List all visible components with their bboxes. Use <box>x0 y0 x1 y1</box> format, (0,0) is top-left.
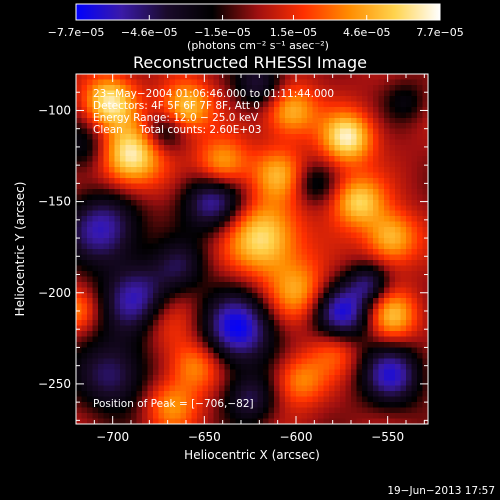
x-tick-label: −700 <box>96 430 129 444</box>
colorbar-tick-label: 1.5e−05 <box>270 26 317 39</box>
colorbar-tick-label: −4.6e−05 <box>121 26 178 39</box>
y-axis-ticks <box>76 73 428 421</box>
info-line-counts: Clean Total counts: 2.60E+03 <box>93 124 262 136</box>
x-tick-label: −600 <box>280 430 313 444</box>
date-stamp: 19−Jun−2013 17:57 <box>387 485 495 497</box>
colorbar-strip <box>75 3 441 21</box>
x-axis-tick-labels: −700 −650 −600 −550 <box>96 430 404 444</box>
chart-title: Reconstructed RHESSI Image <box>133 53 367 72</box>
info-line-time: 23−May−2004 01:06:46.000 to 01:11:44.000 <box>93 88 334 100</box>
y-tick-label: −100 <box>38 103 71 117</box>
x-axis-ticks <box>93 74 425 424</box>
y-tick-label: −250 <box>38 377 71 391</box>
x-axis-label: Heliocentric X (arcsec) <box>184 448 320 462</box>
peak-position-label: Position of Peak = [−706,−82] <box>93 398 254 410</box>
y-axis-tick-labels: −100 −150 −200 −250 <box>38 103 71 390</box>
colorbar: −7.7e−05 −4.6e−05 −1.5e−05 1.5e−05 4.6e−05 7.… <box>48 3 464 52</box>
heatmap-image <box>76 74 428 424</box>
y-tick-label: −150 <box>38 195 71 209</box>
plot-area: −700 −650 −600 −550 −100 −150 −200 −250 <box>38 73 429 444</box>
x-tick-label: −650 <box>188 430 221 444</box>
plot-frame <box>75 73 429 425</box>
info-line-energy: Energy Range: 12.0 − 25.0 keV <box>93 112 259 124</box>
observation-info: 23−May−2004 01:06:46.000 to 01:11:44.000… <box>93 88 334 136</box>
y-axis-label: Heliocentric Y (arcsec) <box>13 182 27 317</box>
x-tick-label: −550 <box>371 430 404 444</box>
colorbar-tick-label: 7.7e−05 <box>416 26 463 39</box>
colorbar-tick-label: 4.6e−05 <box>343 26 390 39</box>
colorbar-ticks <box>75 15 441 20</box>
colorbar-tick-labels: −7.7e−05 −4.6e−05 −1.5e−05 1.5e−05 4.6e−05 7.… <box>48 26 464 39</box>
colorbar-unit-label: (photons cm⁻² s⁻¹ asec⁻²) <box>187 39 329 52</box>
colorbar-tick-label: −7.7e−05 <box>48 26 105 39</box>
colorbar-tick-label: −1.5e−05 <box>194 26 251 39</box>
y-tick-label: −200 <box>38 286 71 300</box>
info-line-detectors: Detectors: 4F 5F 6F 7F 8F, Att 0 <box>93 100 260 112</box>
